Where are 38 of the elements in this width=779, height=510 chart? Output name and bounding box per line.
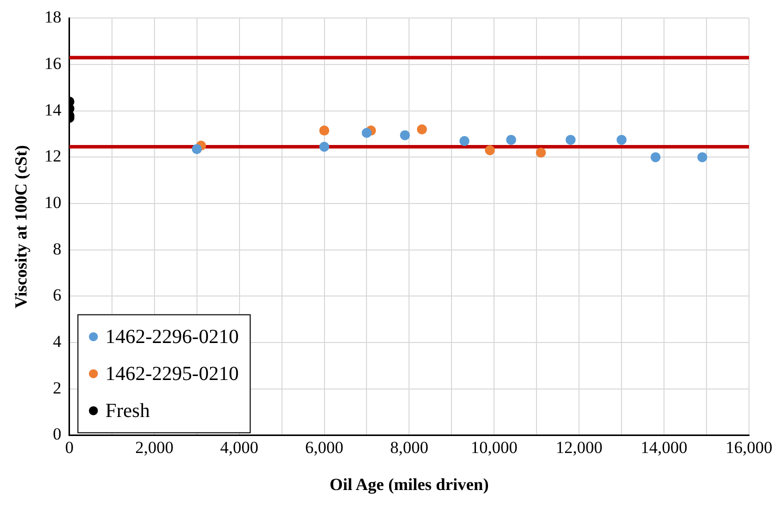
x-tick-label: 0 xyxy=(65,438,74,457)
point xyxy=(400,130,410,140)
y-tick-label: 16 xyxy=(44,54,62,73)
x-tick-label: 6,000 xyxy=(305,438,344,457)
x-tick-label: 4,000 xyxy=(220,438,258,457)
legend-label: 1462-2295-0210 xyxy=(105,362,239,385)
x-tick-label: 12,000 xyxy=(556,438,602,457)
point xyxy=(416,124,427,134)
point xyxy=(319,126,330,136)
y-tick-label: 10 xyxy=(44,193,62,212)
y-tick-label: 0 xyxy=(52,424,62,444)
y-tick-label: 4 xyxy=(52,332,62,351)
point xyxy=(697,152,708,162)
legend-label: 1462-2296-0210 xyxy=(105,326,239,348)
x-tick-label: 10,000 xyxy=(470,438,518,457)
point xyxy=(506,134,516,145)
point xyxy=(319,142,330,152)
point xyxy=(484,145,495,156)
x-tick-label: 14,000 xyxy=(640,438,688,457)
y-tick-label: 6 xyxy=(52,286,62,305)
y-tick-label: 14 xyxy=(44,100,62,120)
point xyxy=(192,144,202,154)
x-axis-title: Oil Age (miles driven) xyxy=(330,475,489,494)
y-tick-label: 8 xyxy=(52,239,62,258)
y-tick-label: 2 xyxy=(52,378,62,398)
x-tick-label: 16,000 xyxy=(726,438,772,457)
y-axis-title: Viscosity at 100C (cSt) xyxy=(12,145,31,308)
point xyxy=(536,148,546,158)
x-tick-label: 2,000 xyxy=(135,438,174,457)
x-tick-label: 8,000 xyxy=(390,438,428,457)
y-tick-label: 12 xyxy=(44,146,62,166)
point xyxy=(459,136,470,146)
y-tick-label: 18 xyxy=(44,8,62,27)
point xyxy=(566,134,576,145)
point xyxy=(362,128,372,138)
point xyxy=(650,152,661,162)
point xyxy=(616,134,627,145)
legend-label: Fresh xyxy=(105,400,150,422)
